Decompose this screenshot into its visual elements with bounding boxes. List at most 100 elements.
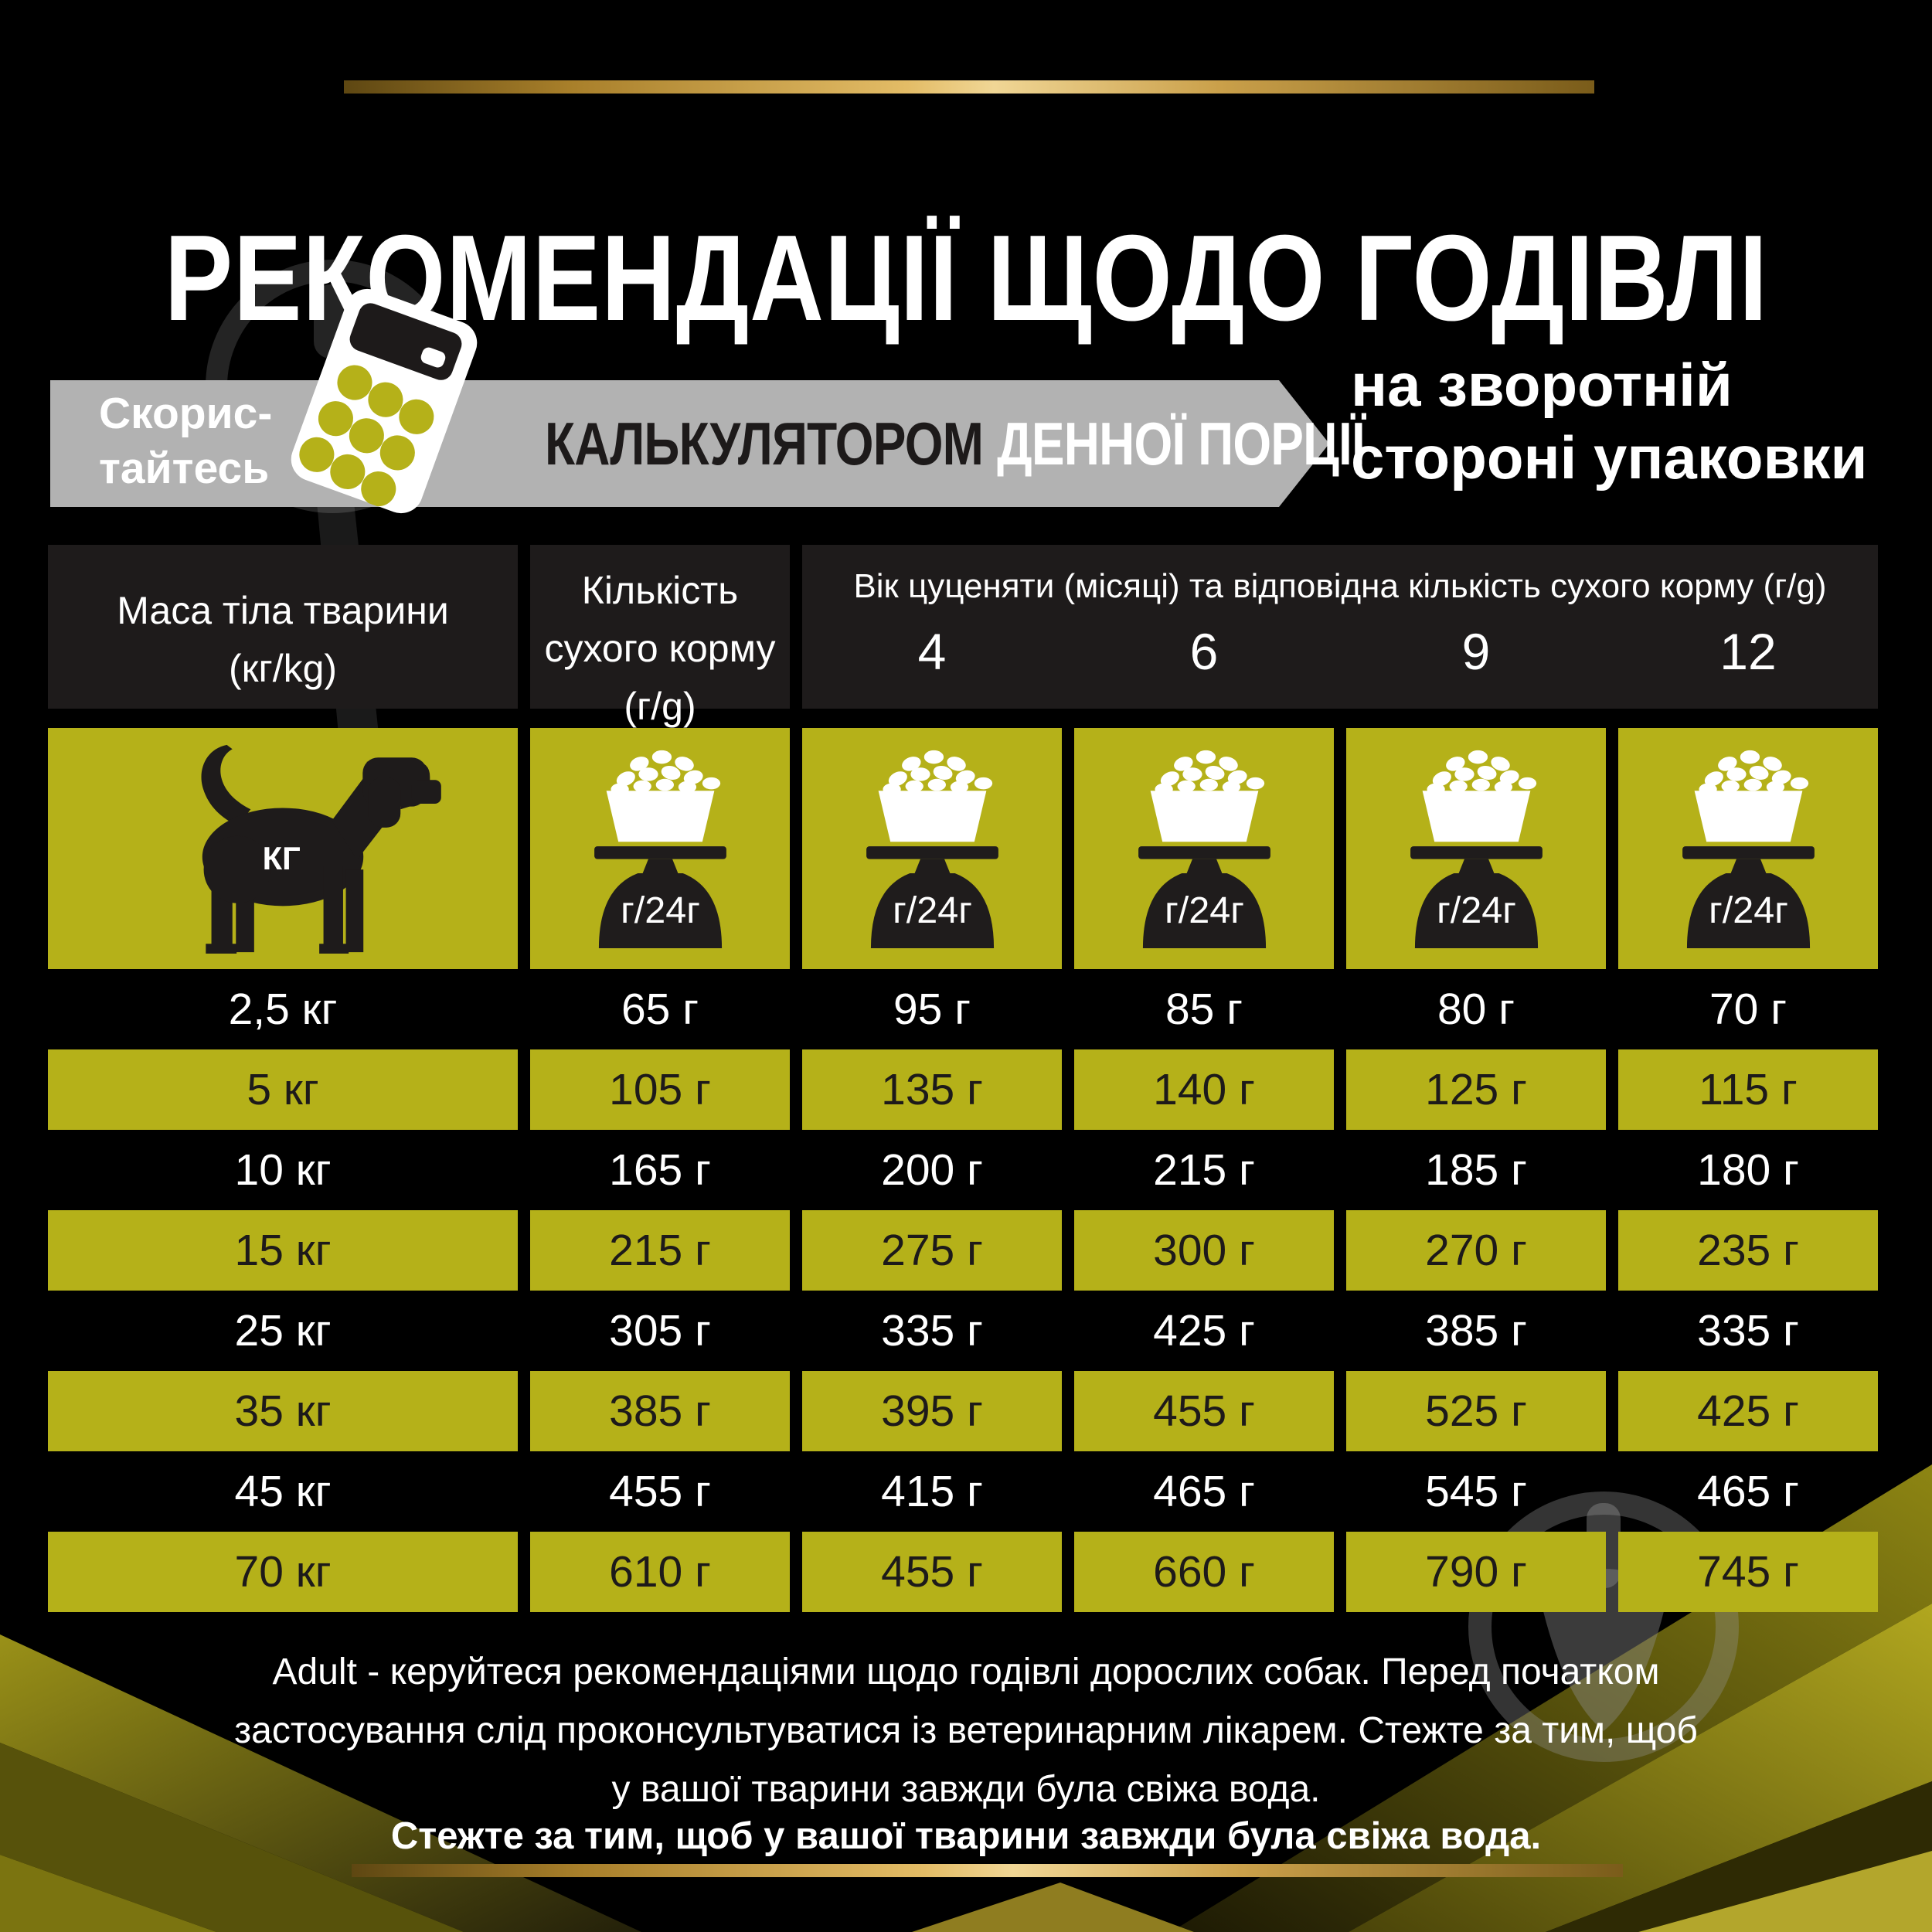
amount-value: 745 г bbox=[1697, 1547, 1799, 1597]
amount-value: 395 г bbox=[881, 1386, 983, 1436]
amount-value: 235 г bbox=[1697, 1226, 1799, 1275]
use-label-line2: тайтесь bbox=[99, 444, 270, 494]
amount-value: 180 г bbox=[1697, 1145, 1799, 1195]
weight-cell: 15 кг bbox=[48, 1210, 518, 1291]
amount-value: 95 г bbox=[893, 985, 971, 1034]
age-col-4: 4 bbox=[917, 622, 947, 680]
gold-divider-bottom bbox=[352, 1864, 1623, 1877]
amount-cell: 545 г bbox=[1346, 1451, 1606, 1532]
amount-cell: 425 г bbox=[1074, 1291, 1334, 1371]
table-header-puppy-ages: Вік цуценяти (місяці) та відповідна кіль… bbox=[802, 545, 1878, 709]
amount-cell: 165 г bbox=[530, 1130, 790, 1210]
amount-cell: 525 г bbox=[1346, 1371, 1606, 1451]
dog-icon: КГ bbox=[201, 744, 441, 954]
daily-header-line2: сухого корму bbox=[544, 627, 776, 670]
amount-cell: 385 г bbox=[530, 1371, 790, 1451]
weight-value: 5 кг bbox=[247, 1065, 319, 1114]
amount-value: 425 г bbox=[1697, 1386, 1799, 1436]
amount-value: 65 г bbox=[621, 985, 699, 1034]
amount-value: 85 г bbox=[1165, 985, 1243, 1034]
amount-cell: 425 г bbox=[1618, 1371, 1878, 1451]
table-row: 15 кг 215 г 275 г 300 г 270 г 235 г bbox=[48, 1210, 1878, 1291]
amount-cell: 465 г bbox=[1074, 1451, 1334, 1532]
page-title: РЕКОМЕНДАЦІЇ ЩОДО ГОДІВЛІ bbox=[164, 209, 1768, 346]
amount-cell: 65 г bbox=[530, 969, 790, 1049]
weight-value: 15 кг bbox=[234, 1226, 332, 1275]
amount-value: 270 г bbox=[1425, 1226, 1527, 1275]
scale-g24-label: г/24г bbox=[893, 889, 972, 931]
daily-header-line1: Кількість bbox=[581, 569, 739, 612]
amount-value: 135 г bbox=[881, 1065, 983, 1114]
amount-cell: 395 г bbox=[802, 1371, 1062, 1451]
amount-value: 80 г bbox=[1437, 985, 1515, 1034]
amount-value: 790 г bbox=[1425, 1547, 1527, 1597]
amount-value: 425 г bbox=[1153, 1306, 1255, 1355]
scale-g24-label: г/24г bbox=[1709, 889, 1788, 931]
table-row: 5 кг 105 г 135 г 140 г 125 г 115 г bbox=[48, 1049, 1878, 1130]
amount-value: 215 г bbox=[609, 1226, 711, 1275]
amount-cell: 745 г bbox=[1618, 1532, 1878, 1612]
amount-cell: 455 г bbox=[802, 1532, 1062, 1612]
table-header-daily-amount: Кількість сухого корму (г/g) bbox=[530, 545, 790, 728]
ages-header-values: 4 6 9 12 bbox=[802, 621, 1878, 682]
amount-value: 455 г bbox=[881, 1547, 983, 1597]
weight-cell: 10 кг bbox=[48, 1130, 518, 1210]
amount-value: 275 г bbox=[881, 1226, 983, 1275]
amount-cell: 185 г bbox=[1346, 1130, 1606, 1210]
amount-value: 660 г bbox=[1153, 1547, 1255, 1597]
footer-line3: у вашої тварини завжди була свіжа вода. bbox=[611, 1768, 1321, 1810]
daily-header-line3: (г/g) bbox=[624, 685, 696, 728]
weight-value: 2,5 кг bbox=[228, 985, 338, 1034]
amount-cell: 610 г bbox=[530, 1532, 790, 1612]
table-icon-row: КГ bbox=[48, 728, 1878, 969]
food-scale-icon: г/24г bbox=[1682, 750, 1815, 949]
amount-value: 125 г bbox=[1425, 1065, 1527, 1114]
amount-cell: 455 г bbox=[1074, 1371, 1334, 1451]
table-row: 25 кг 305 г 335 г 425 г 385 г 335 г bbox=[48, 1291, 1878, 1371]
weight-value: 35 кг bbox=[234, 1386, 332, 1436]
age-col-9: 9 bbox=[1461, 622, 1491, 680]
amount-value: 335 г bbox=[881, 1306, 983, 1355]
amount-cell: 385 г bbox=[1346, 1291, 1606, 1371]
calculator-label-white: ДЕННОЇ ПОРЦІЇ bbox=[997, 409, 1365, 478]
footer-bold-note: Стежте за тим, щоб у вашої тварини завжд… bbox=[390, 1815, 1542, 1857]
amount-value: 545 г bbox=[1425, 1467, 1527, 1516]
dog-weight-cell: КГ bbox=[48, 728, 518, 969]
amount-cell: 80 г bbox=[1346, 969, 1606, 1049]
scale-cell: г/24г bbox=[1346, 728, 1606, 969]
amount-value: 335 г bbox=[1697, 1306, 1799, 1355]
amount-cell: 300 г bbox=[1074, 1210, 1334, 1291]
amount-value: 165 г bbox=[609, 1145, 711, 1195]
amount-cell: 790 г bbox=[1346, 1532, 1606, 1612]
amount-value: 215 г bbox=[1153, 1145, 1255, 1195]
amount-value: 305 г bbox=[609, 1306, 711, 1355]
amount-value: 185 г bbox=[1425, 1145, 1527, 1195]
food-scale-icon: г/24г bbox=[594, 750, 726, 949]
amount-value: 455 г bbox=[609, 1467, 711, 1516]
amount-cell: 70 г bbox=[1618, 969, 1878, 1049]
ages-header-title: Вік цуценяти (місяці) та відповідна кіль… bbox=[853, 567, 1827, 605]
dog-kg-label: КГ bbox=[263, 840, 301, 876]
scale-cell: г/24г bbox=[1618, 728, 1878, 969]
amount-cell: 335 г bbox=[802, 1291, 1062, 1371]
banner-use-label: Скорис- тайтесь bbox=[99, 386, 272, 497]
amount-value: 140 г bbox=[1153, 1065, 1255, 1114]
age-col-6: 6 bbox=[1189, 622, 1219, 680]
amount-value: 385 г bbox=[609, 1386, 711, 1436]
amount-value: 115 г bbox=[1699, 1065, 1798, 1114]
amount-cell: 305 г bbox=[530, 1291, 790, 1371]
amount-cell: 85 г bbox=[1074, 969, 1334, 1049]
weight-value: 45 кг bbox=[234, 1467, 332, 1516]
amount-cell: 140 г bbox=[1074, 1049, 1334, 1130]
amount-cell: 115 г bbox=[1618, 1049, 1878, 1130]
weight-cell: 45 кг bbox=[48, 1451, 518, 1532]
banner-arrow-background bbox=[50, 380, 1329, 507]
amount-value: 300 г bbox=[1153, 1226, 1255, 1275]
amount-value: 465 г bbox=[1697, 1467, 1799, 1516]
amount-cell: 275 г bbox=[802, 1210, 1062, 1291]
food-scale-icon: г/24г bbox=[1138, 750, 1270, 949]
amount-cell: 455 г bbox=[530, 1451, 790, 1532]
amount-cell: 660 г bbox=[1074, 1532, 1334, 1612]
use-label-line1: Скорис- bbox=[99, 389, 273, 438]
